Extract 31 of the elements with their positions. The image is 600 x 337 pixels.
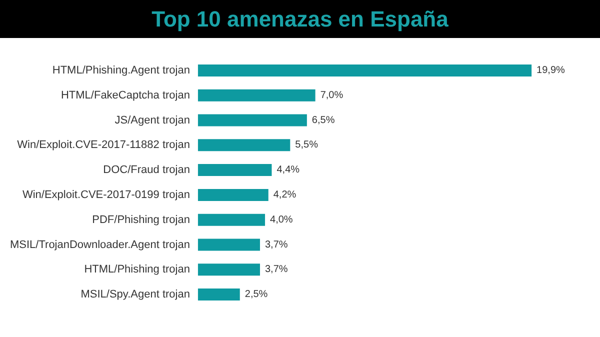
bar [198, 188, 268, 201]
data-label: 4,2% [273, 189, 296, 200]
y-tick-label: MSIL/Spy.Agent trojan [80, 288, 190, 301]
bar [198, 238, 260, 251]
bar [198, 139, 290, 152]
y-tick-label: HTML/Phishing.Agent trojan [52, 64, 190, 76]
y-tick-label: HTML/Phishing trojan [84, 264, 190, 276]
data-label: 6,5% [312, 114, 335, 126]
bar [198, 64, 532, 76]
y-tick-label: Win/Exploit.CVE-2017-0199 trojan [22, 188, 190, 201]
y-tick-label: JS/Agent trojan [114, 114, 190, 126]
bar [198, 114, 307, 126]
y-tick-label: DOC/Fraud trojan [103, 164, 190, 176]
bar [198, 89, 316, 102]
data-label: 2,5% [244, 289, 268, 300]
bar [198, 264, 260, 276]
bar [198, 288, 240, 301]
data-label: 3,7% [264, 239, 288, 250]
bar [198, 214, 266, 226]
y-tick-label: MSIL/TrojanDownloader.Agent trojan [10, 238, 190, 251]
chart-title: Top 10 amenazas en España [152, 6, 450, 32]
data-label: 19,9% [536, 64, 566, 76]
y-tick-label: PDF/Phishing trojan [92, 214, 190, 226]
data-label: 4,0% [270, 214, 293, 226]
bar [198, 164, 272, 176]
data-label: 5,5% [295, 140, 318, 151]
data-label: 3,7% [264, 264, 288, 276]
data-label: 4,4% [276, 164, 300, 176]
data-label: 7,0% [320, 90, 344, 101]
y-tick-label: HTML/FakeCaptcha trojan [60, 89, 190, 102]
y-tick-label: Win/Exploit.CVE-2017-11882 trojan [17, 139, 190, 152]
